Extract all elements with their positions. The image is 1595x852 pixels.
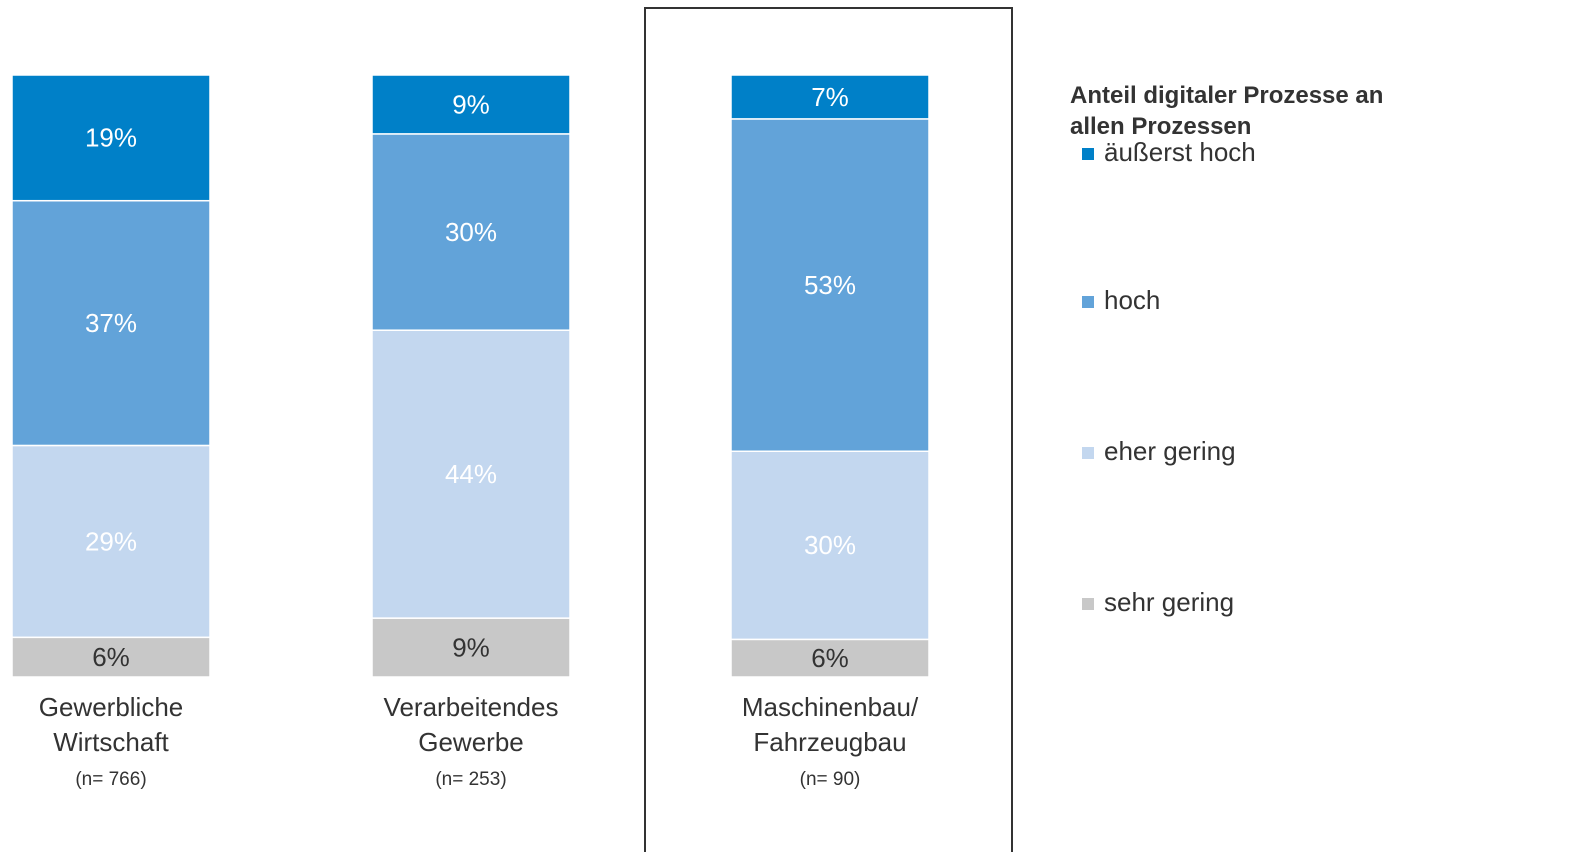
bar-segment [371,617,571,678]
data-label: 9% [452,89,490,119]
bar-segment [730,638,930,678]
legend-label: eher gering [1104,436,1236,466]
data-label: 29% [85,526,137,556]
bar-segment [11,636,211,678]
highlight-box [644,7,1013,852]
data-label: 44% [445,459,497,489]
legend-label: äußerst hoch [1104,137,1256,167]
legend-swatch [1082,598,1094,610]
sample-size: (n= 766) [75,769,146,790]
data-label: 53% [804,270,856,300]
legend-swatch [1082,447,1094,459]
legend-swatch [1082,148,1094,160]
bar-segment [730,450,930,641]
category-label: Fahrzeugbau [753,727,906,757]
legend-label: sehr gering [1104,587,1234,617]
legend-label: hoch [1104,285,1160,315]
category-label: Gewerbe [418,727,524,757]
bar-segment [730,118,930,452]
bar-segment [730,74,930,120]
category-label: Verarbeitendes [384,692,559,722]
bar-segment [11,199,211,447]
sample-size: (n= 253) [435,769,506,790]
data-label: 9% [452,632,490,662]
data-label: 37% [85,308,137,338]
data-label: 19% [85,123,137,153]
category-label: Maschinenbau/ [742,692,919,722]
bar-segment [11,444,211,639]
bar-segment [371,74,571,135]
sample-size: (n= 90) [800,769,861,790]
data-label: 7% [811,82,849,112]
data-label: 6% [92,642,130,672]
legend-swatch [1082,296,1094,308]
legend-title: Anteil digitaler Prozesse an allen Prozes… [1070,82,1383,140]
category-label: Gewerbliche [39,692,184,722]
bar-segment [371,329,571,619]
bar-segment [11,74,211,202]
data-label: 6% [811,643,849,673]
data-label: 30% [804,530,856,560]
data-label: 30% [445,217,497,247]
category-label: Wirtschaft [53,727,169,757]
bar-segment [371,133,571,331]
